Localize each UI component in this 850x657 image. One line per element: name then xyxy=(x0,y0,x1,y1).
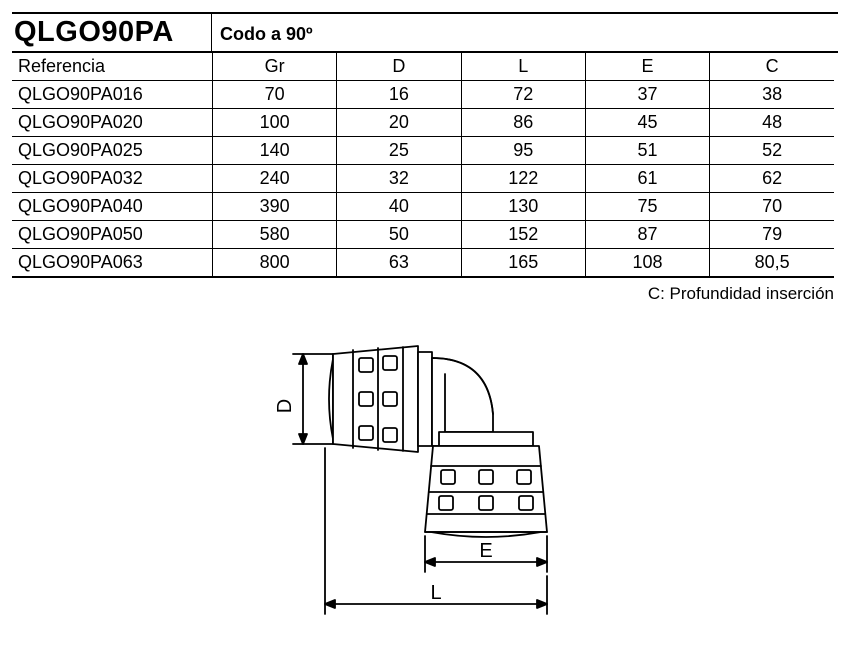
table-cell: 72 xyxy=(461,81,585,109)
col-header: E xyxy=(585,53,709,81)
table-cell: 108 xyxy=(585,249,709,278)
table-cell: QLGO90PA040 xyxy=(12,193,212,221)
table-cell: 52 xyxy=(710,137,834,165)
table-cell: 140 xyxy=(212,137,336,165)
table-cell: 152 xyxy=(461,221,585,249)
table-row: QLGO90PA02010020864548 xyxy=(12,109,834,137)
col-header: D xyxy=(337,53,461,81)
table-cell: 45 xyxy=(585,109,709,137)
table-row: QLGO90PA040390401307570 xyxy=(12,193,834,221)
table-cell: 20 xyxy=(337,109,461,137)
table-row: QLGO90PA050580501528779 xyxy=(12,221,834,249)
table-cell: QLGO90PA063 xyxy=(12,249,212,278)
table-cell: 240 xyxy=(212,165,336,193)
col-header: L xyxy=(461,53,585,81)
table-cell: 122 xyxy=(461,165,585,193)
table-cell: QLGO90PA050 xyxy=(12,221,212,249)
svg-text:D: D xyxy=(274,399,296,413)
table-cell: 100 xyxy=(212,109,336,137)
table-cell: 130 xyxy=(461,193,585,221)
table-row: QLGO90PA0638006316510880,5 xyxy=(12,249,834,278)
table-cell: 79 xyxy=(710,221,834,249)
col-header: Referencia xyxy=(12,53,212,81)
technical-diagram: D E L xyxy=(12,314,834,639)
table-cell: 80,5 xyxy=(710,249,834,278)
dimension-e: E xyxy=(425,536,547,572)
table-cell: 580 xyxy=(212,221,336,249)
table-cell: 16 xyxy=(337,81,461,109)
table-cell: 95 xyxy=(461,137,585,165)
table-header-row: Referencia Gr D L E C xyxy=(12,53,834,81)
table-cell: 75 xyxy=(585,193,709,221)
table-cell: QLGO90PA025 xyxy=(12,137,212,165)
table-cell: 62 xyxy=(710,165,834,193)
table-cell: 86 xyxy=(461,109,585,137)
table-cell: 61 xyxy=(585,165,709,193)
table-cell: 48 xyxy=(710,109,834,137)
table-cell: 70 xyxy=(212,81,336,109)
table-cell: QLGO90PA032 xyxy=(12,165,212,193)
table-cell: 50 xyxy=(337,221,461,249)
table-cell: 390 xyxy=(212,193,336,221)
table-row: QLGO90PA02514025955152 xyxy=(12,137,834,165)
table-cell: 70 xyxy=(710,193,834,221)
table-row: QLGO90PA0167016723738 xyxy=(12,81,834,109)
table-cell: 37 xyxy=(585,81,709,109)
table-cell: QLGO90PA020 xyxy=(12,109,212,137)
table-cell: 63 xyxy=(337,249,461,278)
svg-text:L: L xyxy=(430,582,441,604)
col-header: C xyxy=(710,53,834,81)
spec-table: Referencia Gr D L E C QLGO90PA0167016723… xyxy=(12,53,834,278)
table-cell: 87 xyxy=(585,221,709,249)
svg-text:E: E xyxy=(479,540,492,562)
footnote: C: Profundidad inserción xyxy=(12,278,840,304)
table-cell: 38 xyxy=(710,81,834,109)
table-cell: 800 xyxy=(212,249,336,278)
table-cell: 40 xyxy=(337,193,461,221)
col-header: Gr xyxy=(212,53,336,81)
table-cell: 32 xyxy=(337,165,461,193)
dimension-d: D xyxy=(274,354,333,444)
table-row: QLGO90PA032240321226162 xyxy=(12,165,834,193)
table-cell: 165 xyxy=(461,249,585,278)
vertical-fitting xyxy=(425,432,547,537)
table-cell: QLGO90PA016 xyxy=(12,81,212,109)
product-description: Codo a 90º xyxy=(212,24,313,51)
header-row: QLGO90PA Codo a 90º xyxy=(12,12,838,53)
table-cell: 51 xyxy=(585,137,709,165)
product-code: QLGO90PA xyxy=(12,14,212,51)
table-cell: 25 xyxy=(337,137,461,165)
